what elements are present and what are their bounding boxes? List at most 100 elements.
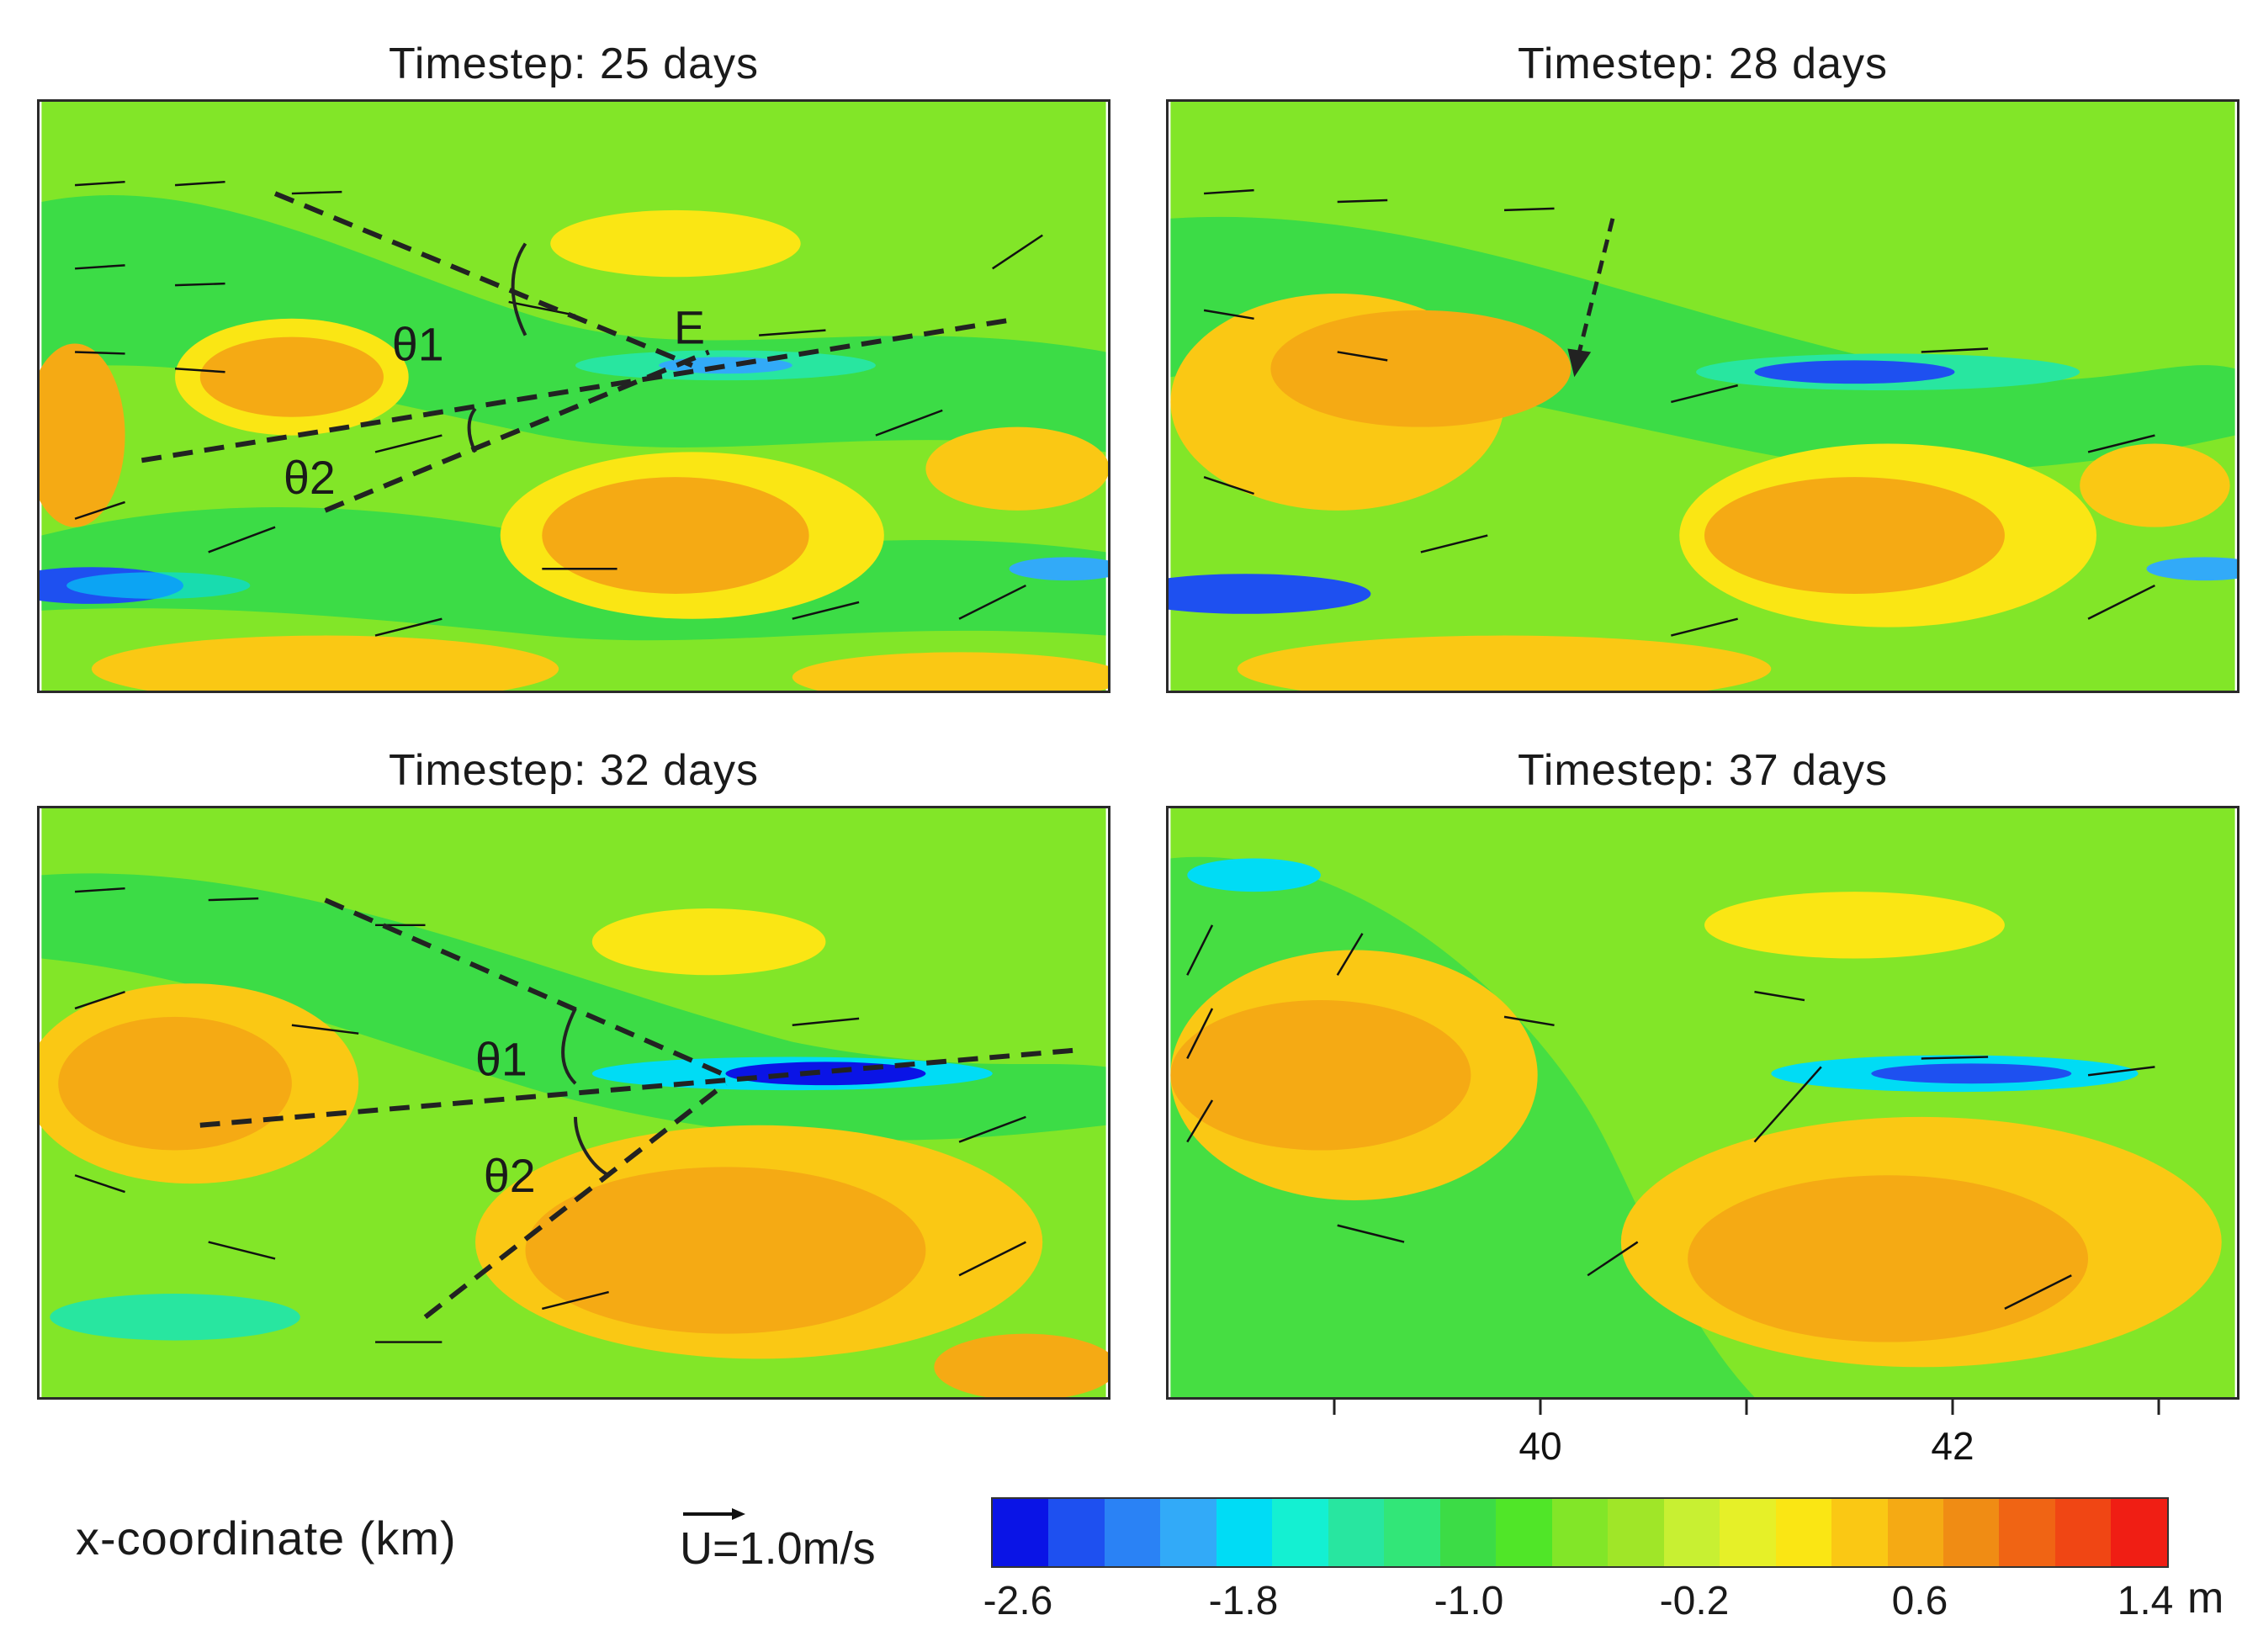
contour-low-left [50, 1294, 300, 1341]
vector-scale-text: =1.0m/s [713, 1523, 876, 1574]
contour-high-left-core [58, 1016, 292, 1151]
dashed-guide-lines [199, 897, 1077, 1320]
colorbar-segment [1551, 1499, 1609, 1566]
contour-high-left-core [1170, 1000, 1471, 1151]
colorbar-segment [1887, 1499, 1943, 1566]
contour-low-upper-left [1187, 858, 1321, 892]
vector-arrow-icon [683, 1508, 745, 1520]
colorbar-tick-label: 0.6 [1891, 1579, 1948, 1623]
colorbar-segment [1999, 1499, 2055, 1566]
x-axis [1333, 1400, 2160, 1415]
theta1-label: θ1 [392, 318, 444, 370]
colorbar-segment [1720, 1499, 1776, 1566]
colorbar-segment [1384, 1499, 1440, 1566]
colorbar-segment [1943, 1499, 2000, 1566]
panel-37-days: Timestep: 37 days [1166, 740, 2239, 1415]
colorbar-segment [1216, 1499, 1273, 1566]
panel-title: Timestep: 37 days [1518, 746, 1888, 795]
colorbar [991, 1497, 2169, 1568]
contour-high-bottom-right [792, 652, 1108, 691]
contour-high-bottom-right [934, 1333, 1108, 1397]
colorbar-segment [1104, 1499, 1161, 1566]
colorbar-segment [1048, 1499, 1105, 1566]
colorbar-segment [1439, 1499, 1497, 1566]
panel-32-days: Timestep: 32 days θ1 θ2 [37, 740, 1110, 1405]
contour-plot: θ1 θ2 E [37, 99, 1110, 693]
guide-line-upper [273, 191, 693, 368]
contour-low-right [1009, 557, 1108, 581]
colorbar-segment [1831, 1499, 1888, 1566]
point-e-label: E [674, 302, 705, 354]
colorbar-tick-label: -0.2 [1659, 1579, 1730, 1623]
panel-28-days: Timestep: 28 days [1166, 34, 2239, 698]
theta2-arc [467, 407, 477, 453]
theta1-arc [511, 242, 527, 336]
contour-plot [1166, 806, 2239, 1400]
colorbar-segment [1608, 1499, 1664, 1566]
guide-line-lower [423, 1081, 728, 1320]
guide-line-upper [324, 897, 727, 1078]
contour-band-green [41, 195, 1106, 453]
x-tick-label-42: 42 [1931, 1424, 1974, 1468]
theta2-arc [574, 1116, 610, 1178]
contour-high-right [925, 426, 1108, 511]
x-tick-label-40: 40 [1519, 1424, 1562, 1468]
contour-plot [1166, 99, 2239, 693]
contour-band-green [1170, 216, 2235, 471]
contour-low-left [1169, 574, 1371, 614]
contour-high-right [2080, 443, 2230, 527]
panel-title: Timestep: 28 days [1518, 40, 1888, 88]
velocity-vectors [74, 887, 1026, 1343]
contour-high-bottom [91, 635, 559, 691]
dashed-guide-lines [140, 191, 1010, 513]
colorbar-segment [1663, 1499, 1720, 1566]
contour-high-upper [1704, 892, 2005, 959]
contour-high-center-core [525, 1167, 926, 1334]
contour-high-left-core [199, 336, 384, 417]
contour-high-center-core [542, 477, 809, 594]
contour-high-bottom [1237, 635, 1772, 691]
theta2-label: θ2 [484, 1150, 536, 1202]
contour-high-left-edge [40, 343, 125, 527]
contour-low-channel-core [1871, 1063, 2072, 1084]
guide-line-axis [140, 317, 1010, 463]
velocity-vectors [1203, 188, 2155, 637]
contour-low-right [2146, 557, 2237, 581]
vector-legend: U=1.0m/s [680, 1506, 932, 1590]
velocity-vectors [1186, 924, 2155, 1310]
contour-low-channel-core [1754, 360, 1955, 384]
panel-title: Timestep: 32 days [389, 746, 759, 795]
colorbar-unit: m [2187, 1574, 2224, 1623]
colorbar-segment [1160, 1499, 1216, 1566]
colorbar-tick-label: -2.6 [983, 1579, 1053, 1623]
theta1-label: θ1 [475, 1033, 527, 1085]
contour-high-left-core [1270, 310, 1572, 427]
contour-plot: θ1 θ2 [37, 806, 1110, 1400]
colorbar-segment [1496, 1499, 1552, 1566]
colorbar-segment [2111, 1499, 2167, 1566]
panel-title: Timestep: 25 days [389, 40, 759, 88]
indicator-arrow-head [1567, 348, 1592, 378]
x-axis-label: x-coordinate (km) [76, 1512, 457, 1565]
contour-low-left-halo [66, 572, 251, 599]
colorbar-segment [1328, 1499, 1385, 1566]
contour-high-center-core [1688, 1175, 2089, 1342]
guide-line-axis [199, 1047, 1077, 1128]
panel-25-days: Timestep: 25 days [37, 34, 1110, 698]
colorbar-segment [1775, 1499, 1832, 1566]
vector-symbol: U [680, 1523, 713, 1574]
colorbar-tick-label: -1.8 [1208, 1579, 1279, 1623]
colorbar-tick-label: -1.0 [1434, 1579, 1504, 1623]
contour-high-upper [550, 209, 801, 278]
colorbar-segment [2054, 1499, 2112, 1566]
colorbar-segment [1272, 1499, 1328, 1566]
colorbar-tick-label: 1.4 [2117, 1579, 2174, 1623]
contour-high-upper [591, 908, 826, 976]
theta2-label: θ2 [284, 452, 336, 504]
velocity-vectors [74, 180, 1043, 637]
theta1-arc [561, 1008, 577, 1085]
guide-line-lower [324, 349, 710, 513]
indicator-arrow [1577, 218, 1615, 353]
colorbar-segment [993, 1499, 1049, 1566]
contour-high-center-core [1704, 477, 2005, 594]
